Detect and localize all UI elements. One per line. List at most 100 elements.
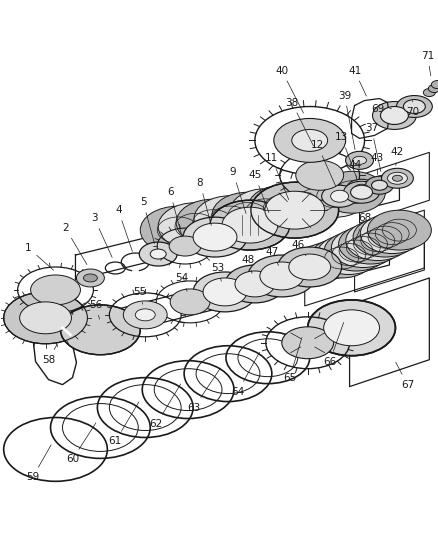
Text: 5: 5 xyxy=(140,197,154,244)
Text: 48: 48 xyxy=(241,255,254,273)
Text: 47: 47 xyxy=(265,247,278,265)
Text: 66: 66 xyxy=(322,322,343,367)
Ellipse shape xyxy=(354,184,367,192)
Ellipse shape xyxy=(427,85,438,93)
Ellipse shape xyxy=(76,269,104,287)
Ellipse shape xyxy=(193,272,256,312)
Text: 44: 44 xyxy=(347,160,360,182)
Text: 9: 9 xyxy=(229,167,246,214)
Text: 2: 2 xyxy=(62,223,87,264)
Ellipse shape xyxy=(209,200,289,250)
Ellipse shape xyxy=(123,301,167,329)
Ellipse shape xyxy=(193,223,237,251)
Ellipse shape xyxy=(283,178,351,221)
Ellipse shape xyxy=(380,107,407,124)
Ellipse shape xyxy=(321,185,357,207)
Ellipse shape xyxy=(403,100,424,114)
Text: 11: 11 xyxy=(265,154,288,200)
Ellipse shape xyxy=(247,255,315,297)
Text: 4: 4 xyxy=(115,205,132,252)
Text: 41: 41 xyxy=(347,66,366,96)
Ellipse shape xyxy=(381,168,413,188)
Ellipse shape xyxy=(316,235,380,274)
Ellipse shape xyxy=(365,176,392,194)
Ellipse shape xyxy=(247,185,317,230)
Text: 55: 55 xyxy=(133,287,147,304)
Text: 60: 60 xyxy=(66,423,95,464)
Text: 1: 1 xyxy=(25,243,53,270)
Ellipse shape xyxy=(307,300,395,356)
Ellipse shape xyxy=(338,224,402,264)
Ellipse shape xyxy=(224,265,284,303)
Ellipse shape xyxy=(345,221,409,261)
Text: 38: 38 xyxy=(285,98,313,146)
Ellipse shape xyxy=(31,275,80,305)
Text: 43: 43 xyxy=(370,154,383,174)
Ellipse shape xyxy=(169,236,201,256)
Text: 67: 67 xyxy=(395,362,413,390)
Ellipse shape xyxy=(273,118,345,163)
Text: 62: 62 xyxy=(149,384,180,430)
Text: 40: 40 xyxy=(275,66,303,113)
Text: 45: 45 xyxy=(248,170,268,213)
Ellipse shape xyxy=(422,88,434,96)
Ellipse shape xyxy=(371,180,387,190)
Ellipse shape xyxy=(265,182,334,225)
Ellipse shape xyxy=(288,254,330,280)
Ellipse shape xyxy=(150,249,166,259)
Ellipse shape xyxy=(392,175,402,181)
Ellipse shape xyxy=(350,185,372,199)
Text: 58: 58 xyxy=(42,344,57,365)
Ellipse shape xyxy=(234,271,274,297)
Text: 6: 6 xyxy=(166,187,181,235)
Text: 3: 3 xyxy=(91,213,112,257)
Text: 65: 65 xyxy=(283,337,301,383)
Ellipse shape xyxy=(319,171,385,213)
Ellipse shape xyxy=(230,189,300,233)
Text: 13: 13 xyxy=(334,132,356,177)
Ellipse shape xyxy=(360,214,423,254)
Text: 53: 53 xyxy=(211,263,224,281)
Ellipse shape xyxy=(396,95,431,117)
Ellipse shape xyxy=(323,231,387,271)
Text: 54: 54 xyxy=(175,273,188,292)
Text: 12: 12 xyxy=(311,140,335,185)
Ellipse shape xyxy=(281,327,333,359)
Ellipse shape xyxy=(135,309,155,321)
Text: 56: 56 xyxy=(88,300,102,319)
Ellipse shape xyxy=(301,175,367,217)
Ellipse shape xyxy=(60,305,140,355)
Ellipse shape xyxy=(83,274,97,282)
Ellipse shape xyxy=(352,156,366,164)
Ellipse shape xyxy=(170,289,209,315)
Ellipse shape xyxy=(387,172,406,184)
Ellipse shape xyxy=(309,238,373,278)
Ellipse shape xyxy=(264,191,324,229)
Ellipse shape xyxy=(4,292,87,344)
Text: 37: 37 xyxy=(364,124,380,172)
Text: 69: 69 xyxy=(370,103,391,114)
Text: 39: 39 xyxy=(337,91,354,150)
Ellipse shape xyxy=(330,190,348,202)
Ellipse shape xyxy=(222,207,277,243)
Ellipse shape xyxy=(183,217,246,257)
Ellipse shape xyxy=(20,302,71,334)
Ellipse shape xyxy=(158,203,233,250)
Text: 71: 71 xyxy=(420,51,433,76)
Ellipse shape xyxy=(367,210,431,250)
Text: 64: 64 xyxy=(231,352,259,397)
Ellipse shape xyxy=(331,228,394,268)
Ellipse shape xyxy=(251,182,338,238)
Ellipse shape xyxy=(345,151,373,169)
Ellipse shape xyxy=(203,278,246,306)
Text: 63: 63 xyxy=(187,368,220,413)
Ellipse shape xyxy=(176,199,249,246)
Text: 70: 70 xyxy=(405,101,418,117)
Ellipse shape xyxy=(140,206,215,254)
Text: 46: 46 xyxy=(290,240,305,256)
Text: 8: 8 xyxy=(196,178,211,225)
Ellipse shape xyxy=(352,217,416,257)
Ellipse shape xyxy=(139,242,177,266)
Ellipse shape xyxy=(259,262,303,290)
Ellipse shape xyxy=(295,160,343,190)
